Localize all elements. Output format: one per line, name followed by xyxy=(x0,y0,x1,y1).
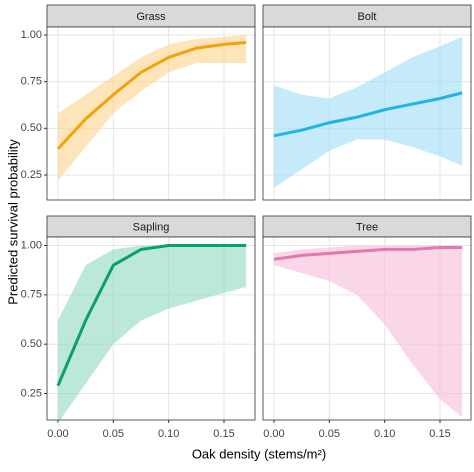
x-tick-label: 0.15 xyxy=(213,428,234,440)
strip-label: Sapling xyxy=(133,221,170,233)
y-tick-label: 0.25 xyxy=(21,169,42,181)
x-tick-label: 0.00 xyxy=(263,428,284,440)
x-tick-label: 0.05 xyxy=(319,428,340,440)
panel-border xyxy=(262,26,472,201)
confidence-ribbon xyxy=(57,35,247,181)
y-tick-label: 0.50 xyxy=(21,122,42,134)
y-tick-label: 1.00 xyxy=(21,29,42,41)
prediction-line xyxy=(273,91,463,138)
confidence-ribbon xyxy=(273,245,463,418)
x-tick-label: 0.05 xyxy=(103,428,124,440)
x-tick-label: 0.10 xyxy=(158,428,179,440)
strip-label: Bolt xyxy=(358,11,377,23)
prediction-line xyxy=(273,245,463,261)
y-tick-label: 0.75 xyxy=(21,289,42,301)
panel-border xyxy=(46,236,256,421)
panel-border xyxy=(262,236,472,421)
x-tick-label: 0.00 xyxy=(47,428,68,440)
confidence-ribbon xyxy=(273,36,463,189)
panel-border xyxy=(46,26,256,201)
x-tick-label: 0.15 xyxy=(429,428,450,440)
prediction-line xyxy=(56,40,247,150)
strip-label: Tree xyxy=(356,221,378,233)
y-tick-label: 0.75 xyxy=(21,76,42,88)
x-tick-label: 0.10 xyxy=(374,428,395,440)
y-axis-title: Predicted survival probability xyxy=(5,139,20,305)
prediction-line xyxy=(56,243,247,387)
y-tick-label: 1.00 xyxy=(21,239,42,251)
y-tick-label: 0.25 xyxy=(21,387,42,399)
confidence-ribbon xyxy=(57,245,247,424)
y-tick-label: 0.50 xyxy=(21,338,42,350)
x-axis-title: Oak density (stems/m²) xyxy=(192,446,326,461)
strip-label: Grass xyxy=(136,11,166,23)
